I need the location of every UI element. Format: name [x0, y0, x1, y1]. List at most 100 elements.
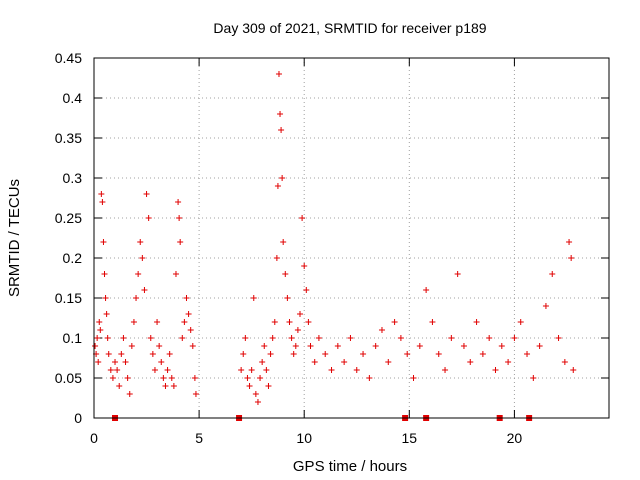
data-point: [183, 295, 190, 301]
data-point: [366, 375, 373, 381]
data-point: [101, 271, 108, 277]
data-point: [467, 359, 474, 365]
x-tick-labels: 0 5 10 15 20: [90, 430, 522, 446]
data-point: [192, 391, 199, 397]
data-point: [244, 375, 251, 381]
data-point: [570, 367, 577, 373]
data-point: [246, 383, 253, 389]
data-point: [257, 375, 264, 381]
y-tick-labels: 0 0.05 0.1 0.15 0.2 0.25 0.3 0.35 0.4 0.45: [55, 50, 82, 426]
data-point: [185, 311, 192, 317]
data-point: [162, 383, 169, 389]
data-point: [269, 335, 276, 341]
data-point: [143, 191, 150, 197]
data-point: [102, 295, 109, 301]
data-point: [511, 335, 518, 341]
x-tick-label: 15: [402, 430, 418, 446]
y-tick-label: 0.3: [63, 170, 83, 186]
data-point: [156, 343, 163, 349]
data-point: [145, 215, 152, 221]
data-point: [179, 335, 186, 341]
data-point: [265, 383, 272, 389]
data-point: [288, 335, 295, 341]
y-tick-label: 0.15: [55, 290, 82, 306]
y-tick-label: 0.35: [55, 130, 82, 146]
data-point: [311, 359, 318, 365]
data-point: [238, 367, 245, 373]
data-point: [259, 359, 266, 365]
data-point: [280, 239, 287, 245]
data-point: [360, 351, 367, 357]
data-point: [170, 383, 177, 389]
data-point: [442, 367, 449, 373]
x-tick-label: 10: [296, 430, 312, 446]
data-point: [181, 319, 188, 325]
data-point: [252, 391, 259, 397]
data-point: [98, 191, 105, 197]
y-tick-label: 0.45: [55, 50, 82, 66]
data-point: [278, 127, 285, 133]
data-point: [105, 351, 112, 357]
data-point: [120, 335, 127, 341]
data-point: [166, 351, 173, 357]
data-point: [292, 343, 299, 349]
data-point: [94, 335, 101, 341]
data-point: [267, 351, 274, 357]
data-point: [429, 319, 436, 325]
data-point: [397, 335, 404, 341]
data-point: [322, 351, 329, 357]
data-point: [524, 351, 531, 357]
data-point: [248, 367, 255, 373]
data-point: [404, 351, 411, 357]
data-point: [107, 367, 114, 373]
data-point: [307, 343, 314, 349]
data-point: [141, 287, 148, 293]
data-point: [160, 375, 167, 381]
data-point: [99, 199, 106, 205]
y-tick-label: 0: [74, 410, 82, 426]
data-point: [104, 335, 111, 341]
x-tick-label: 5: [195, 430, 203, 446]
data-point: [454, 271, 461, 277]
data-point: [271, 319, 278, 325]
data-point: [284, 295, 291, 301]
data-point: [92, 343, 99, 349]
data-points: [92, 71, 577, 421]
data-point: [315, 335, 322, 341]
data-point: [263, 367, 270, 373]
data-point: [561, 359, 568, 365]
data-point: [416, 343, 423, 349]
grid-lines: [94, 58, 609, 418]
data-point: [297, 311, 303, 317]
data-point: [353, 367, 360, 373]
data-point: [151, 367, 158, 373]
data-point: [341, 359, 348, 365]
data-point: [128, 343, 135, 349]
data-point: [122, 359, 129, 365]
data-point: [549, 271, 556, 277]
data-point: [555, 335, 562, 341]
data-point: [279, 175, 286, 181]
data-point: [164, 367, 171, 373]
data-point: [530, 375, 537, 381]
data-point: [112, 359, 119, 365]
data-point: [135, 271, 142, 277]
data-point: [536, 343, 543, 349]
data-point: [334, 343, 341, 349]
data-point: [133, 295, 140, 301]
data-point: [118, 351, 125, 357]
data-point: [191, 375, 198, 381]
x-axis-title: GPS time / hours: [293, 458, 407, 475]
data-point: [177, 239, 184, 245]
data-point: [448, 335, 455, 341]
data-point: [95, 359, 102, 365]
chart-title: Day 309 of 2021, SRMTID for receiver p18…: [213, 20, 486, 36]
data-point: [261, 343, 268, 349]
data-point: [273, 255, 280, 261]
data-point: [460, 343, 467, 349]
data-point: [139, 255, 146, 261]
data-point: [299, 215, 306, 221]
data-point: [498, 343, 505, 349]
